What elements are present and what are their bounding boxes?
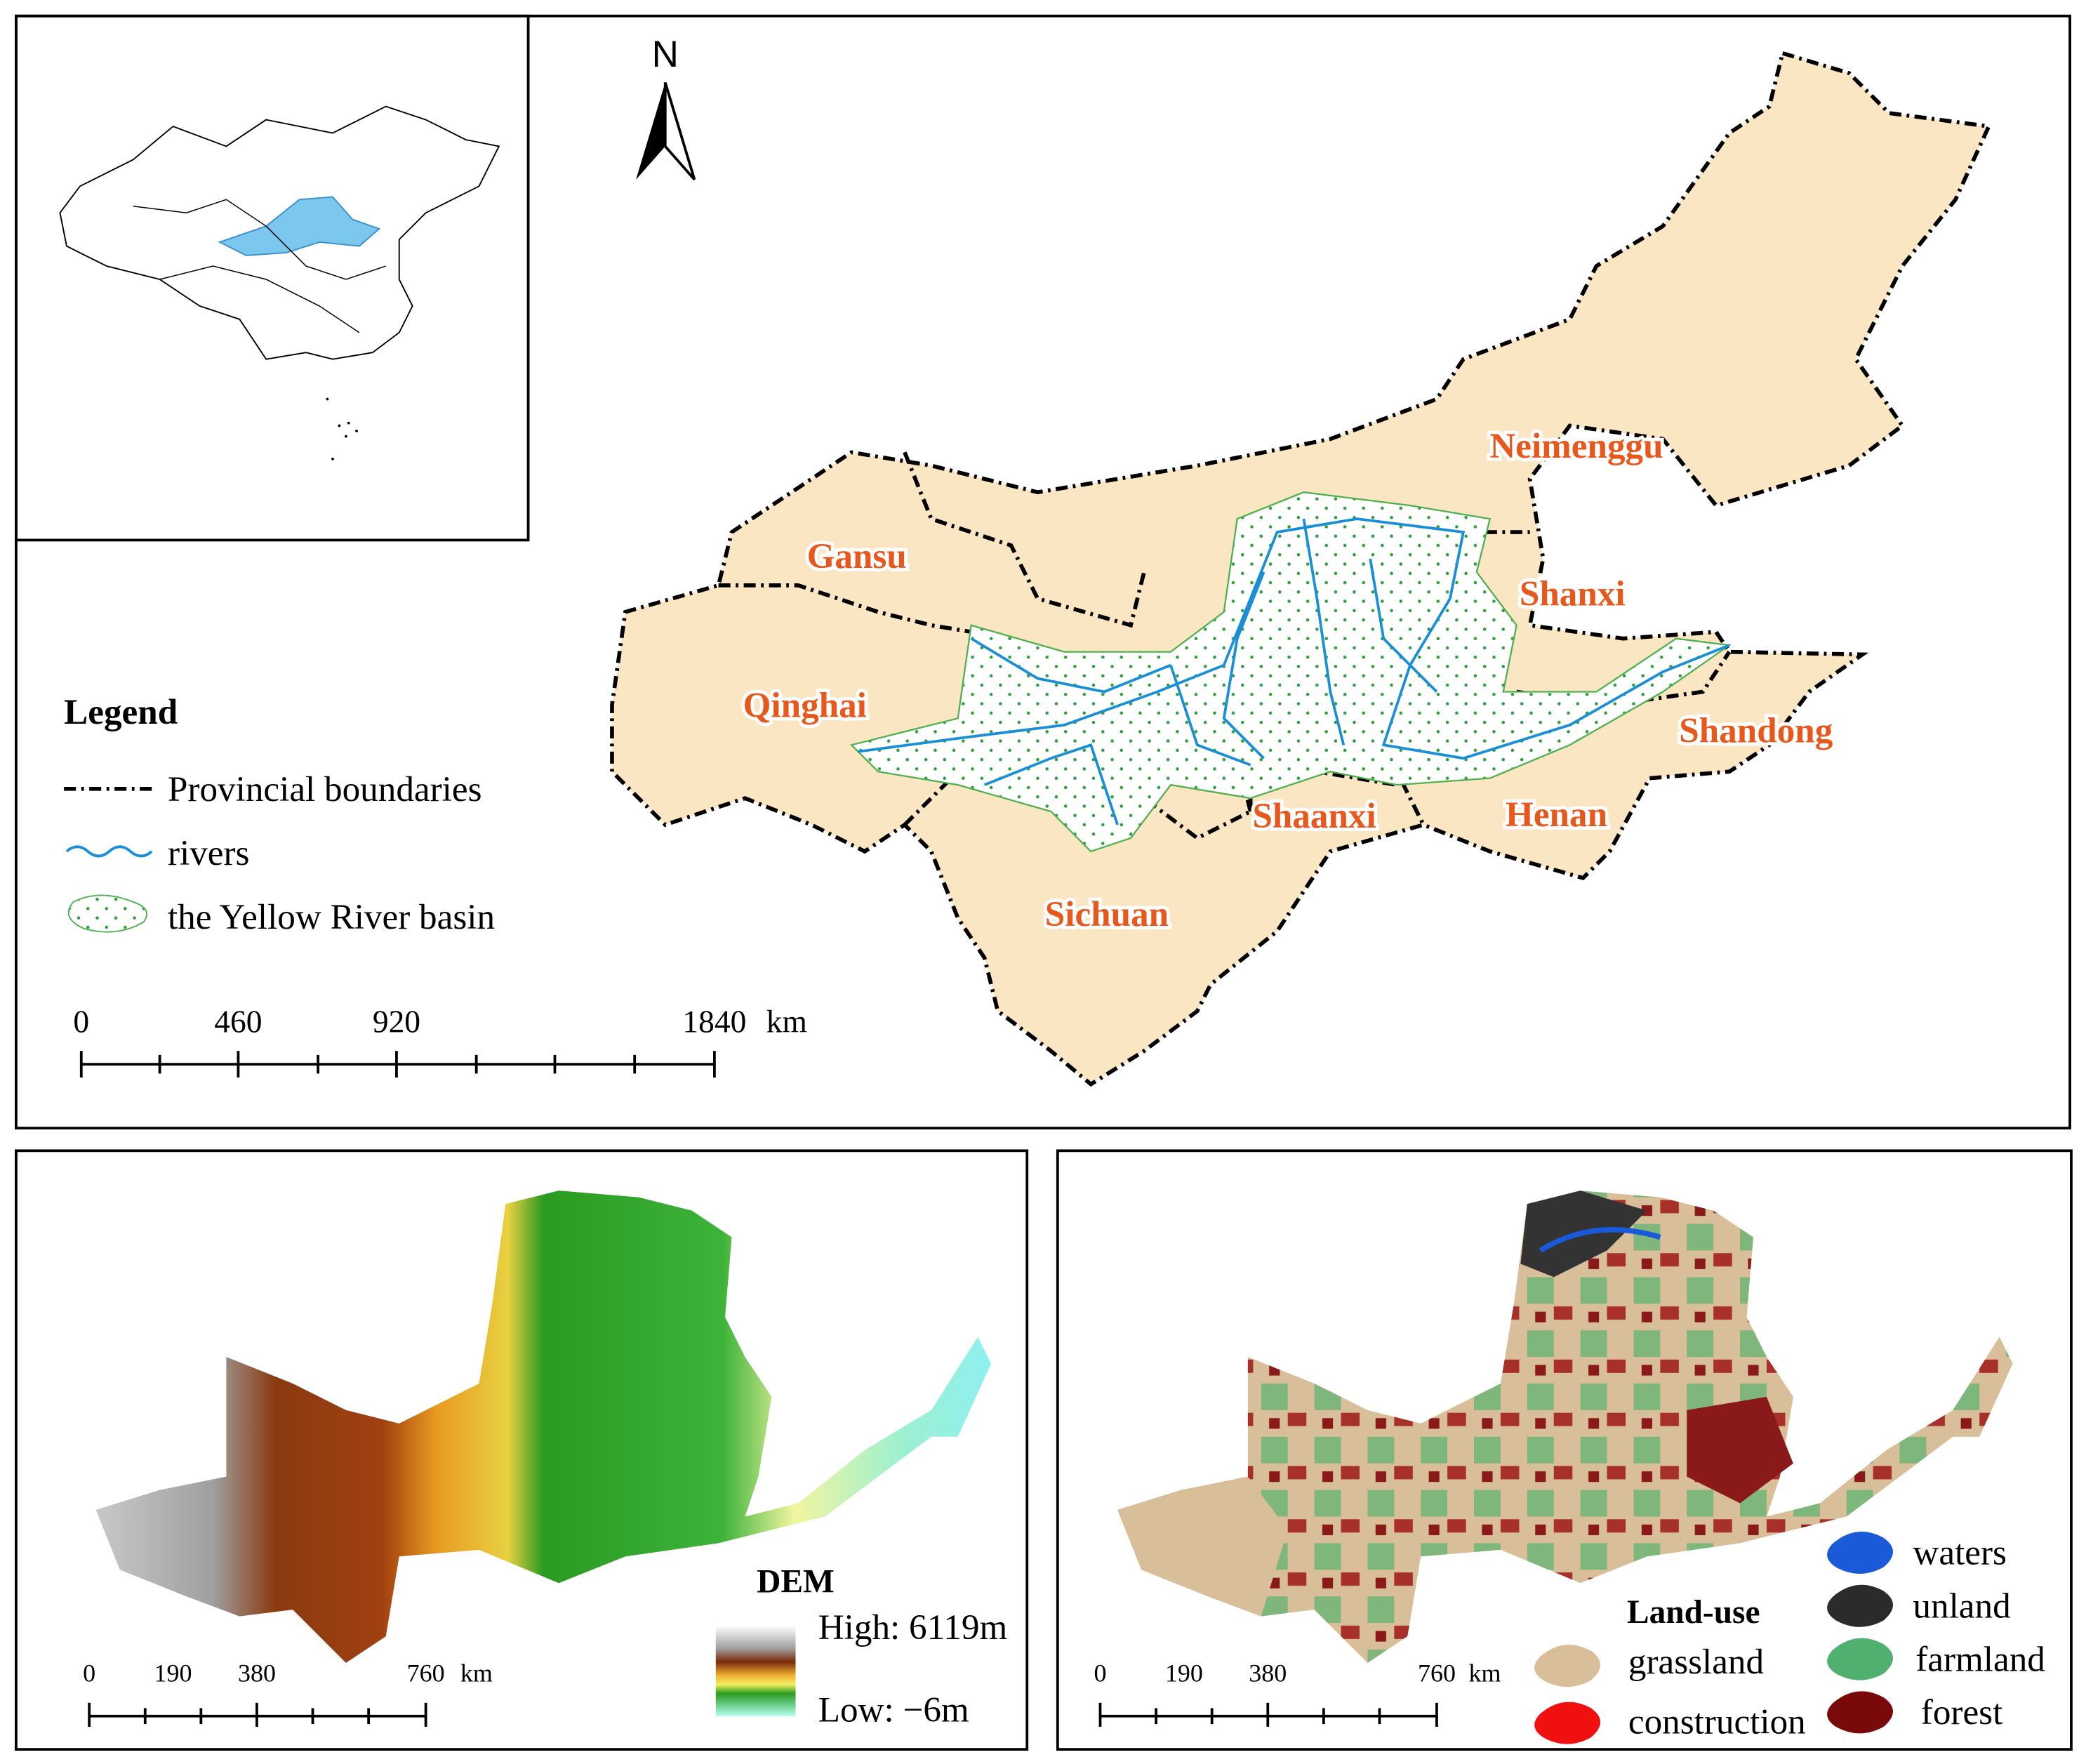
dem-high: High: 6119m [818,1607,1008,1647]
dem-frame [15,1149,1029,1751]
province-label: Neimenggu [1489,426,1663,466]
scale-unit: km [1468,1659,1501,1687]
province-label: Shandong [1679,711,1833,751]
legend-item: the Yellow River basin [168,897,495,937]
inset-map [59,105,500,460]
legend-item: farmland [1915,1639,2045,1679]
landuse-frame [1056,1149,2073,1751]
legend-item: rivers [168,833,249,873]
scale-label: 1840 [682,1004,746,1040]
province-label: Sichuan [1045,894,1169,934]
dem-shape [95,1191,992,1663]
rivers [858,517,1730,825]
dem-low: Low: −6m [818,1690,969,1730]
legend-title: Legend [64,692,178,732]
basin [849,491,1732,853]
provinces-map: Neimenggu Gansu Shanxi Qinghai Shandong … [610,51,1992,1087]
landuse-title: Land-use [1627,1594,1760,1631]
scale-label: 380 [1249,1659,1287,1687]
legend-item: waters [1913,1533,2007,1573]
scale-label: 760 [407,1659,445,1687]
scale-unit: km [766,1004,807,1040]
scale-label: 0 [83,1659,95,1687]
legend-item: forest [1921,1692,2002,1732]
province-label: Henan [1506,795,1607,835]
province-label: Gansu [807,536,907,576]
legend-item: unland [1913,1586,2010,1626]
landuse-map [1117,1191,2013,1663]
north-arrow: N [636,34,696,181]
legend-item: construction [1628,1702,1806,1742]
province-label: Qinghai [743,685,867,725]
scale-label: 190 [1165,1659,1203,1687]
landuse-scale-bar [1098,1702,1438,1727]
dem-title: DEM [757,1564,835,1600]
scale-label: 920 [373,1004,420,1040]
legend-item: grassland [1628,1642,1764,1682]
dem-scale-bar [88,1702,427,1727]
scale-label: 460 [214,1004,262,1040]
scale-label: 0 [73,1004,89,1040]
main-scale-bar [79,1051,716,1078]
scale-label: 190 [154,1659,192,1687]
scale-label: 760 [1418,1659,1456,1687]
scale-label: 380 [238,1659,276,1687]
main-frame [15,14,2071,1130]
province-label: Shanxi [1520,573,1626,614]
dem-colorbar [715,1625,796,1716]
scale-label: 0 [1094,1659,1106,1687]
scale-unit: km [460,1659,493,1687]
north-label: N [652,34,679,75]
main-legend: Legend Provincial boundaries rivers the … [64,692,495,937]
inset-frame [15,14,530,542]
province-label: Shaanxi [1252,796,1376,836]
legend-item: Provincial boundaries [168,769,482,809]
landuse-legend: waters unland grassland construction far… [1534,1532,2045,1744]
